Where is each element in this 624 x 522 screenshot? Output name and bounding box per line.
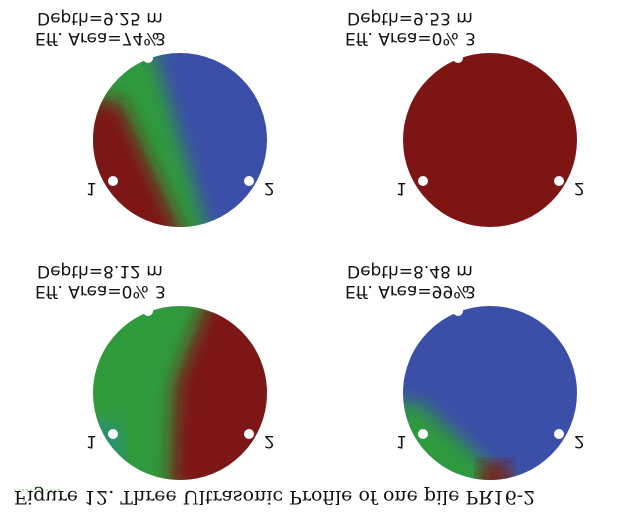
tube-marker <box>554 176 564 186</box>
area-label: Eff. Area=99% <box>345 281 469 301</box>
tube-marker <box>418 429 428 439</box>
velocity-zone <box>480 463 510 480</box>
area-label: Eff. Area=0% <box>35 281 149 301</box>
tube-marker <box>108 429 118 439</box>
profile-disc <box>403 53 577 227</box>
tube-marker <box>453 306 463 316</box>
area-label: Eff. Area=74% <box>35 28 159 48</box>
tube-marker <box>244 176 254 186</box>
velocity-zone <box>403 53 577 227</box>
tube-label: 2 <box>264 431 275 451</box>
tube-label: 3 <box>155 28 166 48</box>
profile-disc <box>403 306 577 480</box>
tube-label: 1 <box>396 178 407 198</box>
tube-label: 1 <box>86 431 97 451</box>
figure-caption: Figure 12. Three Ultrasonic Profile of o… <box>14 486 535 508</box>
tube-label: 2 <box>264 178 275 198</box>
tube-label: 1 <box>396 431 407 451</box>
depth-label: Depth=8.12 m <box>37 261 163 281</box>
tube-label: 3 <box>465 28 476 48</box>
depth-label: Depth=9.25 m <box>37 8 163 28</box>
tube-label: 3 <box>465 281 476 301</box>
depth-label: Depth=8.48 m <box>347 261 473 281</box>
tube-marker <box>244 429 254 439</box>
tube-marker <box>143 53 153 63</box>
depth-label: Depth=9.53 m <box>347 8 473 28</box>
area-label: Eff. Area=0% <box>345 28 459 48</box>
tube-label: 3 <box>155 281 166 301</box>
tube-label: 1 <box>86 178 97 198</box>
tube-label: 2 <box>574 178 585 198</box>
profile-disc <box>93 53 267 227</box>
profile-disc <box>93 306 267 480</box>
tube-label: 2 <box>574 431 585 451</box>
tube-marker <box>108 176 118 186</box>
tube-marker <box>453 53 463 63</box>
tube-marker <box>143 306 153 316</box>
tube-marker <box>554 429 564 439</box>
tube-marker <box>418 176 428 186</box>
